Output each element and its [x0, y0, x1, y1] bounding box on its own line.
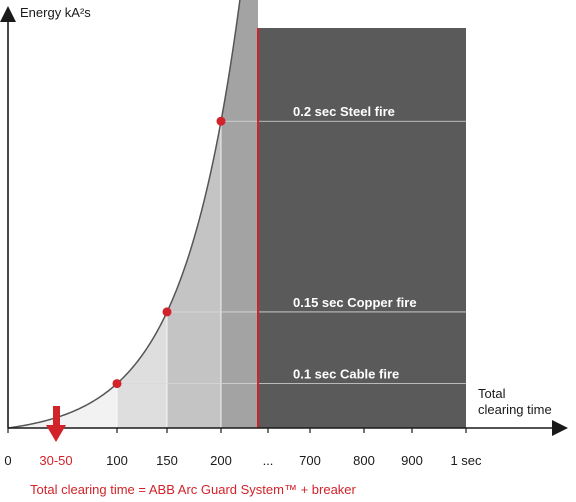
annotation-labels: 0.1 sec Cable fire 0.15 sec Copper fire 0.…	[293, 104, 417, 381]
x-axis-title-line2: clearing time	[478, 402, 552, 417]
point-label-100: 0.1 sec Cable fire	[293, 367, 399, 382]
axes	[0, 6, 568, 436]
highlight-tick-label: 30-50	[39, 453, 72, 468]
curve-points	[112, 116, 226, 389]
fire-region	[258, 28, 466, 428]
x-tick-label: 200	[210, 453, 232, 468]
area-band-4	[221, 0, 258, 428]
footnote: Total clearing time = ABB Arc Guard Syst…	[30, 482, 357, 497]
point-label-150: 0.15 sec Copper fire	[293, 295, 417, 310]
x-tick-label: 1 sec	[450, 453, 482, 468]
curve-point-150	[162, 307, 172, 317]
y-axis-title: Energy kA²s	[20, 5, 91, 20]
point-label-200: 0.2 sec Steel fire	[293, 104, 395, 119]
x-tick-label: ...	[263, 453, 274, 468]
area-bands	[8, 0, 258, 428]
x-ticks: 0 100 150 200... 700 800 900 1 sec	[4, 428, 482, 468]
x-axis-title-line1: Total	[478, 386, 506, 401]
area-band-2	[117, 311, 167, 428]
x-tick-label: 150	[156, 453, 178, 468]
highlight-marker: 30-50	[39, 406, 73, 468]
area-band-1	[8, 383, 117, 428]
curve-point-100	[112, 379, 122, 389]
x-tick-label: 0	[4, 453, 11, 468]
x-tick-label: 900	[401, 453, 423, 468]
highlight-arrow-shaft	[53, 406, 60, 426]
x-tick-label: 800	[353, 453, 375, 468]
highlight-arrow-head	[46, 425, 66, 442]
area-band-3	[167, 121, 221, 428]
curve-point-200	[216, 116, 226, 126]
annotation-lines	[116, 120, 466, 428]
x-tick-label: 700	[299, 453, 321, 468]
x-tick-label: 100	[106, 453, 128, 468]
energy-curve	[7, 0, 241, 429]
